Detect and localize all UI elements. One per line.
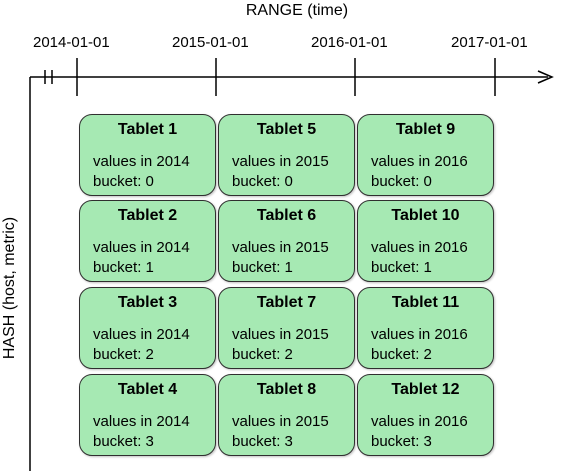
hash-axis-title: HASH (host, metric) bbox=[1, 216, 18, 360]
tablet-title: Tablet 1 bbox=[117, 121, 178, 138]
tablet-title: Tablet 7 bbox=[256, 294, 317, 311]
tablet-bucket: bucket: 1 bbox=[93, 259, 154, 276]
tablet-values: values in 2014 bbox=[93, 326, 190, 343]
tablet-title: Tablet 12 bbox=[391, 381, 460, 398]
tablet: Tablet 12 values in 2016 bucket: 3 bbox=[357, 374, 494, 456]
tablet: Tablet 2 values in 2014 bucket: 1 bbox=[79, 200, 216, 282]
tablet-bucket: bucket: 0 bbox=[232, 173, 293, 190]
tablet-values: values in 2015 bbox=[232, 413, 329, 430]
tablet-bucket: bucket: 0 bbox=[371, 173, 432, 190]
tablet-values: values in 2015 bbox=[232, 239, 329, 256]
tablet-bucket: bucket: 2 bbox=[232, 346, 293, 363]
tablet-title: Tablet 4 bbox=[117, 381, 178, 398]
range-tick-label: 2016-01-01 bbox=[311, 34, 388, 51]
tablet-bucket: bucket: 1 bbox=[232, 259, 293, 276]
tablet-values: values in 2014 bbox=[93, 239, 190, 256]
tablet: Tablet 11 values in 2016 bucket: 2 bbox=[357, 287, 494, 369]
tablet-values: values in 2016 bbox=[371, 153, 468, 170]
tablet-bucket: bucket: 2 bbox=[93, 346, 154, 363]
tablet-bucket: bucket: 1 bbox=[371, 259, 432, 276]
tablet: Tablet 7 values in 2015 bucket: 2 bbox=[218, 287, 355, 369]
tablet-title: Tablet 5 bbox=[256, 121, 317, 138]
tablet-title: Tablet 2 bbox=[117, 207, 178, 224]
tablet: Tablet 8 values in 2015 bucket: 3 bbox=[218, 374, 355, 456]
range-tick-label: 2014-01-01 bbox=[33, 34, 110, 51]
tablet-bucket: bucket: 3 bbox=[93, 433, 154, 450]
tablet-title: Tablet 11 bbox=[391, 294, 460, 311]
tablet: Tablet 5 values in 2015 bucket: 0 bbox=[218, 114, 355, 196]
tablet-title: Tablet 3 bbox=[117, 294, 178, 311]
tablet: Tablet 1 values in 2014 bucket: 0 bbox=[79, 114, 216, 196]
tablet: Tablet 6 values in 2015 bucket: 1 bbox=[218, 200, 355, 282]
tablet-title: Tablet 8 bbox=[256, 381, 317, 398]
range-tick-label: 2017-01-01 bbox=[451, 34, 528, 51]
tablet-values: values in 2014 bbox=[93, 153, 190, 170]
tablet: Tablet 9 values in 2016 bucket: 0 bbox=[357, 114, 494, 196]
tablet: Tablet 3 values in 2014 bucket: 2 bbox=[79, 287, 216, 369]
range-axis-title: RANGE (time) bbox=[245, 2, 349, 19]
tablet-bucket: bucket: 2 bbox=[371, 346, 432, 363]
tablet-values: values in 2014 bbox=[93, 413, 190, 430]
tablet-values: values in 2016 bbox=[371, 239, 468, 256]
range-tick-label: 2015-01-01 bbox=[172, 34, 249, 51]
tablet-title: Tablet 10 bbox=[391, 207, 460, 224]
range-axis-arrowhead bbox=[537, 70, 554, 84]
tablet: Tablet 10 values in 2016 bucket: 1 bbox=[357, 200, 494, 282]
tablet-bucket: bucket: 0 bbox=[93, 173, 154, 190]
tablet: Tablet 4 values in 2014 bucket: 3 bbox=[79, 374, 216, 456]
tablet-values: values in 2015 bbox=[232, 153, 329, 170]
tablet-bucket: bucket: 3 bbox=[232, 433, 293, 450]
range-axis bbox=[30, 58, 554, 96]
tablet-values: values in 2015 bbox=[232, 326, 329, 343]
tablet-title: Tablet 6 bbox=[256, 207, 317, 224]
tablet-title: Tablet 9 bbox=[395, 121, 456, 138]
tablet-values: values in 2016 bbox=[371, 413, 468, 430]
tablet-bucket: bucket: 3 bbox=[371, 433, 432, 450]
tablet-values: values in 2016 bbox=[371, 326, 468, 343]
